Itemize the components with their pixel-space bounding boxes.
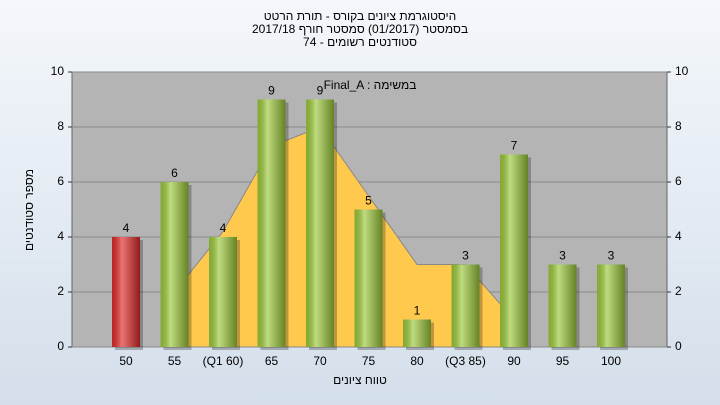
data-label: 6: [171, 166, 178, 180]
x-tick-label: 95: [556, 354, 570, 368]
data-label: 3: [559, 249, 566, 263]
chart-title: היסטוגרמת ציונים בקורס - תורת הרטט: [264, 9, 457, 23]
x-tick-label: 80: [410, 354, 424, 368]
data-label: 4: [123, 221, 130, 235]
bar-shine: [403, 319, 431, 347]
chart-subtitle: סטודנטים רשומים - 74: [303, 35, 417, 49]
x-tick-label: 65: [265, 354, 279, 368]
data-label: 9: [268, 84, 275, 98]
y-tick-label: 2: [57, 284, 64, 298]
chart-subtitle: בסמסטר (01/2017) סמסטר חורף 2017/18: [252, 22, 468, 36]
bar-shine: [112, 237, 140, 347]
data-label: 5: [365, 194, 372, 208]
x-tick-label: 75: [362, 354, 376, 368]
x-axis-label: טווח ציונים: [333, 373, 387, 387]
y2-tick-label: 10: [675, 64, 689, 78]
y-tick-label: 8: [57, 119, 64, 133]
x-tick-label: (Q1 60): [203, 354, 244, 368]
y-tick-label: 10: [51, 64, 65, 78]
y2-tick-label: 0: [675, 339, 682, 353]
y2-tick-label: 2: [675, 284, 682, 298]
data-label: 3: [462, 249, 469, 263]
bar-shine: [354, 209, 383, 347]
x-tick-label: 90: [507, 354, 521, 368]
data-label: 7: [511, 139, 518, 153]
data-label: 9: [317, 84, 324, 98]
bar-shine: [451, 264, 480, 347]
bar-shine: [160, 182, 189, 347]
data-label: 4: [220, 221, 227, 235]
data-label: 3: [608, 249, 615, 263]
y-tick-label: 4: [57, 229, 64, 243]
bar-shine: [500, 154, 528, 347]
y-tick-label: 6: [57, 174, 64, 188]
x-tick-label: (Q3 85): [445, 354, 486, 368]
y2-tick-label: 6: [675, 174, 682, 188]
bar-shine: [209, 237, 237, 347]
data-label: 1: [414, 304, 421, 318]
y-tick-label: 0: [57, 339, 64, 353]
y-axis-label: מספר סטודנטים: [22, 169, 36, 251]
annotation: Final_A : במשימה: [324, 78, 417, 92]
y2-tick-label: 8: [675, 119, 682, 133]
y2-tick-label: 4: [675, 229, 682, 243]
bar-shine: [306, 99, 334, 347]
x-tick-label: 100: [601, 354, 621, 368]
bar-shine: [597, 264, 625, 347]
bar-shine: [257, 99, 286, 347]
x-tick-label: 50: [119, 354, 133, 368]
x-tick-label: 70: [313, 354, 327, 368]
bar-shine: [548, 264, 577, 347]
x-tick-label: 55: [168, 354, 182, 368]
